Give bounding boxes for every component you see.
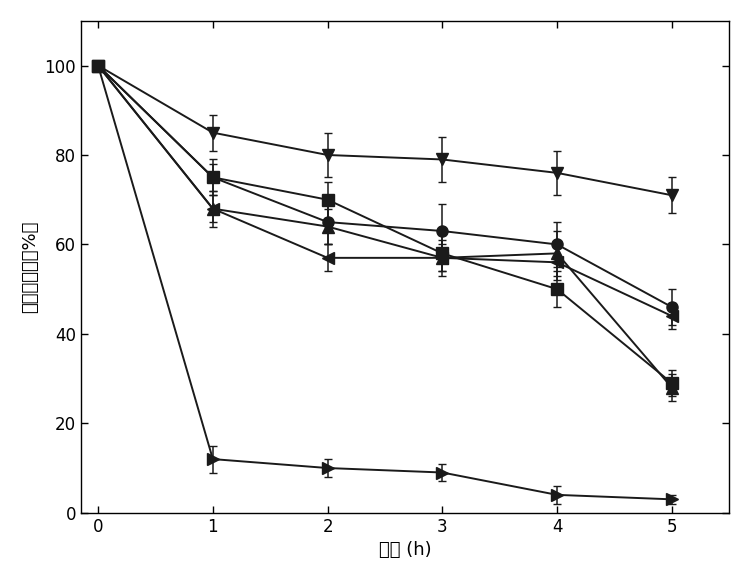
X-axis label: 时间 (h): 时间 (h) — [379, 541, 431, 559]
Y-axis label: 酶活性残留（%）: 酶活性残留（%） — [21, 220, 39, 313]
